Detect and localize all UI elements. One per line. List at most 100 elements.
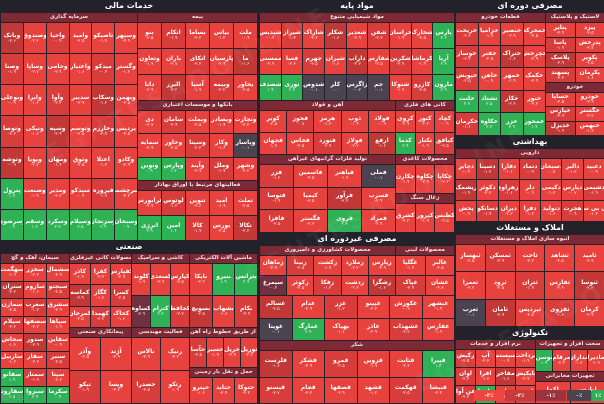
stock-tile[interactable]: کدما ۲.۹ [396, 133, 415, 154]
stock-tile[interactable]: کفپارس-۲.۹ [111, 264, 131, 285]
stock-tile[interactable]: ثفارس -۲.۹ [545, 272, 575, 299]
stock-tile[interactable]: کلر ۰.۰ [325, 75, 346, 100]
stock-tile[interactable]: نوری ۲.۲ [281, 75, 303, 100]
stock-tile[interactable]: سشرق -۲.۹ [47, 299, 69, 316]
stock-tile[interactable]: ارفع -۱.۶ [368, 133, 395, 154]
stock-tile[interactable]: وسبحان ۰.۹ [115, 209, 137, 240]
subsector-header-road-freight[interactable]: حمل و نقل بار زمینی [190, 368, 257, 377]
stock-tile[interactable]: دعبید -۰.۹ [583, 159, 604, 179]
stock-tile[interactable]: سهگمت -۱.۹ [1, 264, 23, 281]
stock-tile[interactable]: تملت -۲.۵ [234, 191, 257, 215]
stock-tile[interactable]: خکار -۲.۹ [501, 90, 523, 113]
stock-tile[interactable]: ثپردیس -۲.۵ [515, 299, 545, 326]
stock-tile[interactable]: دلر -۰.۹ [519, 180, 541, 200]
stock-tile[interactable]: شکربن -۲.۹ [390, 49, 411, 74]
stock-tile[interactable]: غشان -۲.۲ [425, 276, 454, 295]
stock-tile[interactable]: سمتاز -۱.۹ [24, 369, 46, 386]
stock-tile[interactable]: پیزد -۲.۵ [575, 23, 604, 37]
stock-tile[interactable]: غگلپا -۱.۹ [396, 256, 425, 275]
stock-tile[interactable]: آریا ۲.۴ [433, 49, 454, 74]
subsector-header-coal[interactable]: زغال سنگ [396, 194, 454, 203]
stock-tile[interactable]: شکلر -۱.۶ [325, 23, 346, 48]
stock-tile[interactable]: اتکام -۱.۹ [162, 23, 185, 48]
stock-tile[interactable]: پترول ۱.۹ [1, 178, 23, 209]
stock-tile[interactable]: ختور -۲.۲ [523, 90, 545, 113]
stock-tile[interactable]: حآسا -۲.۵ [190, 338, 206, 367]
stock-tile[interactable]: شپدیس -۰.۹ [260, 23, 281, 48]
stock-tile[interactable]: بشهاب -۱.۶ [212, 296, 235, 327]
sector-header-healthcare[interactable]: بهداشتی [512, 137, 548, 146]
stock-tile[interactable]: خزر ۲.۹ [501, 113, 523, 135]
subsector-header-dairy[interactable]: محصولات لبنی [396, 246, 454, 255]
stock-tile[interactable]: غزر -۱.۲ [325, 296, 357, 318]
stock-tile[interactable]: شتوکا -۱.۹ [390, 75, 411, 100]
stock-tile[interactable]: ومدیر -۲.۲ [46, 178, 69, 209]
stock-tile[interactable]: خکاوه ۲.۲ [478, 113, 500, 135]
stock-tile[interactable]: کی بی سی-۱.۲ [583, 201, 604, 221]
stock-tile[interactable]: بکام -۲.۹ [235, 296, 257, 327]
stock-tile[interactable]: مفاخر -۱.۶ [496, 368, 515, 385]
stock-tile[interactable]: بخاور -۲.۵ [234, 75, 257, 100]
stock-tile[interactable]: دسانکو -۱.۹ [477, 201, 498, 221]
stock-tile[interactable]: قنیشا -۲.۲ [422, 377, 454, 403]
stock-tile[interactable]: رتکو -۱.۹ [161, 371, 189, 403]
stock-tile[interactable]: کخاک -۱.۶ [111, 306, 131, 327]
stock-tile[interactable]: خلنت ۲.۹ [456, 90, 478, 113]
stock-tile[interactable]: دالبر -۱.۲ [562, 159, 583, 179]
stock-tile[interactable]: حپترو -۱.۶ [190, 378, 212, 403]
stock-tile[interactable]: سرچشمه-۲.۲ [115, 178, 137, 209]
stock-tile[interactable]: دفرا -۱.۲ [519, 201, 541, 221]
stock-tile[interactable]: البرز -۲.۲ [162, 75, 185, 100]
stock-tile[interactable]: زبینا -۲.۵ [287, 256, 314, 275]
stock-tile[interactable]: فروی ۲.۲ [328, 210, 361, 232]
stock-tile[interactable]: وامید -۲.۵ [69, 23, 92, 54]
stock-tile[interactable]: قیستو -۲.۷ [260, 377, 292, 403]
stock-tile[interactable]: حتوکا -۲.۲ [235, 378, 257, 403]
stock-tile[interactable]: زپارس -۲.۹ [368, 256, 395, 275]
subsector-header-other-minerals[interactable]: سایر محصولات کانی غیرفلزی [70, 254, 131, 263]
stock-tile[interactable]: خوساز -۲.۲ [456, 45, 478, 68]
subsector-header-telecom-equipment[interactable]: تجهیزات مخابراتی [536, 372, 604, 381]
stock-tile[interactable]: شدوص -۰.۱ [303, 75, 325, 100]
stock-tile[interactable]: دی -۲.۷ [138, 111, 161, 134]
stock-tile[interactable]: باران -۲.۷ [162, 49, 185, 74]
stock-tile[interactable]: ثغرب -۰.۱ [456, 299, 485, 326]
stock-tile[interactable]: سشمال -۲.۹ [47, 264, 69, 281]
subsector-header-iron-steel[interactable]: آهن و فولاد [260, 101, 395, 110]
stock-tile[interactable]: وبانک -۲.۶ [1, 23, 23, 54]
stock-tile[interactable]: دسبحان -۰.۷ [541, 159, 562, 179]
subsector-header-cement[interactable]: سیمان، آهک و گچ [1, 254, 69, 263]
stock-tile[interactable]: پکویر -۲.۵ [575, 53, 604, 67]
stock-tile[interactable]: خزامیا -۱.۹ [478, 23, 500, 45]
stock-tile[interactable]: سمایه -۲.۹ [138, 134, 161, 157]
stock-tile[interactable]: وتوصا -۲.۲ [1, 116, 23, 147]
stock-tile[interactable]: وایرا -۱.۶ [23, 85, 46, 116]
stock-tile[interactable]: ختراک -۱.۶ [501, 45, 523, 68]
stock-tile[interactable]: رکیش -۲.۵ [456, 350, 475, 367]
stock-tile[interactable]: دیران -۲.۲ [498, 201, 519, 221]
stock-tile[interactable]: خبهمن -۱.۲ [575, 121, 604, 135]
stock-tile[interactable]: فن آوا -۲.۲ [456, 386, 475, 403]
subsector-header-auto-parts[interactable]: قطعات خودرو [456, 13, 545, 22]
stock-tile[interactable]: قشهد -۱.۲ [357, 377, 389, 403]
stock-tile[interactable]: هجرت -۰.۹ [562, 201, 583, 221]
stock-tile[interactable]: تکنار -۱.۹ [415, 133, 435, 154]
stock-tile[interactable]: دانا -۲.۹ [138, 75, 161, 100]
stock-tile[interactable]: رنیک -۲.۲ [161, 338, 189, 370]
stock-tile[interactable]: سدبیر -۲.۹ [69, 85, 92, 116]
subsector-header-software-services[interactable]: نرم افزار و خدمات [456, 340, 535, 349]
sector-header-basic-materials[interactable]: مواد پایه [340, 1, 374, 10]
stock-tile[interactable]: کساوه -۲.۹ [132, 296, 151, 327]
stock-tile[interactable]: وصندوق -۲.۲ [23, 23, 46, 54]
stock-tile[interactable]: وپارس ۱.۲ [162, 157, 185, 180]
stock-tile[interactable]: کرمان -۲.۹ [575, 299, 604, 326]
stock-tile[interactable]: سصفها -۲.۷ [24, 316, 46, 333]
stock-tile[interactable]: وبهمن -۲.۵ [115, 85, 137, 116]
stock-tile[interactable]: دجابر -۰.۹ [456, 159, 477, 179]
stock-tile[interactable]: کسرا -۲.۵ [111, 285, 131, 306]
stock-tile[interactable]: فمراد -۲.۹ [362, 210, 395, 232]
stock-tile[interactable]: زفکا -۱.۲ [314, 276, 341, 295]
stock-tile[interactable]: ثبهساز -۲.۵ [456, 245, 485, 272]
stock-tile[interactable]: وبملت -۲.۵ [186, 111, 209, 134]
sector-header-real-estate[interactable]: املاک و مستغلات [496, 223, 564, 232]
